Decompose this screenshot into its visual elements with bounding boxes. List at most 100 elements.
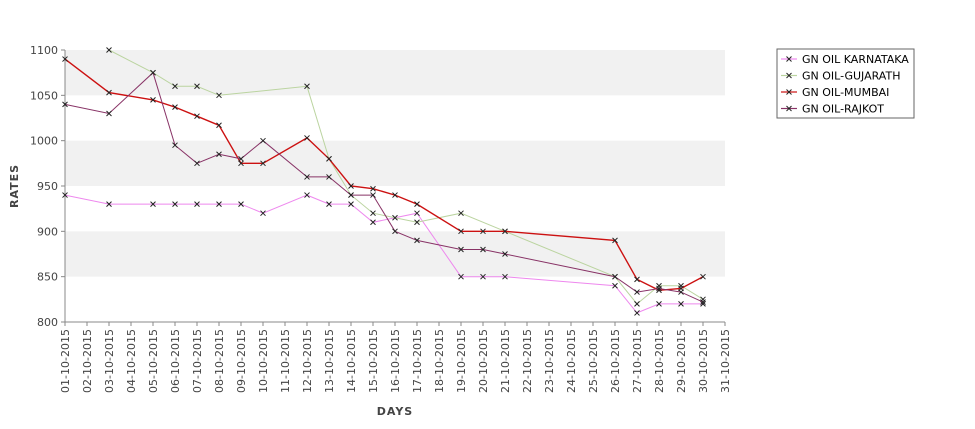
- y-tick-label: 1050: [30, 89, 58, 102]
- data-point: [106, 47, 112, 53]
- data-point: [172, 104, 178, 110]
- data-point: [480, 246, 486, 253]
- data-point-stroke: [370, 219, 376, 226]
- y-tick-label: 1000: [30, 135, 58, 148]
- x-tick-label: 01-10-2015: [59, 329, 72, 393]
- data-point: [238, 201, 244, 207]
- data-point-stroke: [634, 301, 640, 307]
- x-tick-label: 02-10-2015: [81, 329, 94, 393]
- data-point-stroke: [348, 183, 354, 189]
- data-point: [480, 273, 486, 280]
- data-point: [678, 301, 684, 307]
- x-tick-label: 20-10-2015: [477, 329, 490, 393]
- data-point-stroke: [678, 301, 684, 307]
- data-point: [370, 185, 376, 192]
- data-point: [106, 110, 112, 117]
- data-point-stroke: [458, 228, 464, 235]
- data-point: [370, 210, 376, 217]
- x-tick-label: 22-10-2015: [521, 329, 534, 393]
- x-tick-label: 31-10-2015: [719, 329, 732, 393]
- data-point: [458, 246, 464, 253]
- y-tick-label: 950: [37, 180, 58, 193]
- x-tick-label: 24-10-2015: [565, 329, 578, 393]
- data-point-stroke: [612, 273, 618, 280]
- legend-label: GN OIL-MUMBAI: [802, 86, 889, 99]
- y-tick-label: 900: [37, 225, 58, 238]
- data-point: [62, 192, 68, 198]
- data-point-stroke: [172, 201, 178, 207]
- data-point: [216, 122, 222, 129]
- data-point-stroke: [238, 155, 244, 162]
- data-point-stroke: [326, 174, 332, 180]
- data-point: [304, 135, 310, 141]
- grid-band: [65, 140, 725, 186]
- data-point-stroke: [150, 201, 156, 207]
- data-point-stroke: [700, 301, 706, 307]
- x-tick-label: 07-10-2015: [191, 329, 204, 393]
- data-point-stroke: [216, 201, 222, 207]
- data-point: [194, 160, 200, 167]
- data-point: [326, 201, 332, 207]
- data-point-stroke: [480, 273, 486, 280]
- x-tick-label: 16-10-2015: [389, 329, 402, 393]
- data-point: [392, 214, 398, 221]
- data-point: [238, 160, 244, 167]
- x-tick-label: 14-10-2015: [345, 329, 358, 393]
- data-point: [304, 83, 310, 90]
- data-point-stroke: [238, 160, 244, 167]
- data-point: [392, 228, 398, 235]
- data-point: [194, 83, 200, 90]
- data-point: [612, 237, 618, 244]
- data-point-stroke: [194, 201, 200, 207]
- data-point: [62, 101, 68, 108]
- data-point-stroke: [700, 273, 706, 280]
- data-point-stroke: [678, 289, 684, 295]
- data-point-stroke: [414, 219, 420, 226]
- data-point-stroke: [260, 210, 266, 217]
- x-tick-label: 05-10-2015: [147, 329, 160, 393]
- data-point: [150, 97, 156, 103]
- legend-marker: [786, 89, 792, 95]
- data-point: [370, 219, 376, 226]
- data-point: [700, 273, 706, 280]
- data-point-stroke: [326, 201, 332, 207]
- legend-item: GN OIL-MUMBAI: [781, 86, 889, 99]
- data-point: [238, 155, 244, 162]
- legend-item: GN OIL-GUJARATH: [781, 70, 900, 83]
- data-point: [370, 192, 376, 198]
- data-point-stroke: [260, 137, 266, 144]
- data-point-stroke: [414, 201, 420, 207]
- x-tick-label: 30-10-2015: [697, 329, 710, 393]
- data-point: [700, 301, 706, 307]
- data-point-stroke: [370, 192, 376, 198]
- data-point: [150, 201, 156, 207]
- data-point: [700, 299, 706, 305]
- data-point: [106, 201, 112, 207]
- legend-label: GN OIL-RAJKOT: [802, 103, 884, 116]
- data-point-stroke: [106, 89, 112, 96]
- x-tick-label: 06-10-2015: [169, 329, 182, 393]
- data-point: [194, 113, 200, 120]
- data-point-stroke: [304, 135, 310, 141]
- y-tick-label: 1100: [30, 44, 58, 57]
- data-point-stroke: [414, 237, 420, 244]
- x-tick-label: 10-10-2015: [257, 329, 270, 393]
- data-point: [216, 201, 222, 207]
- x-tick-label: 08-10-2015: [213, 329, 226, 393]
- data-point-stroke: [216, 151, 222, 158]
- data-point: [678, 289, 684, 295]
- data-point-stroke: [414, 210, 420, 217]
- data-point-stroke: [480, 246, 486, 253]
- data-point-stroke: [348, 192, 354, 198]
- data-point-stroke: [634, 289, 640, 295]
- data-point-stroke: [194, 83, 200, 90]
- data-point: [348, 201, 354, 207]
- data-point-stroke: [392, 214, 398, 221]
- data-point-stroke: [172, 104, 178, 110]
- data-point-stroke: [194, 113, 200, 120]
- data-point-stroke: [172, 83, 178, 90]
- data-point-stroke: [502, 273, 508, 280]
- data-point-stroke: [194, 160, 200, 167]
- data-point: [612, 282, 618, 289]
